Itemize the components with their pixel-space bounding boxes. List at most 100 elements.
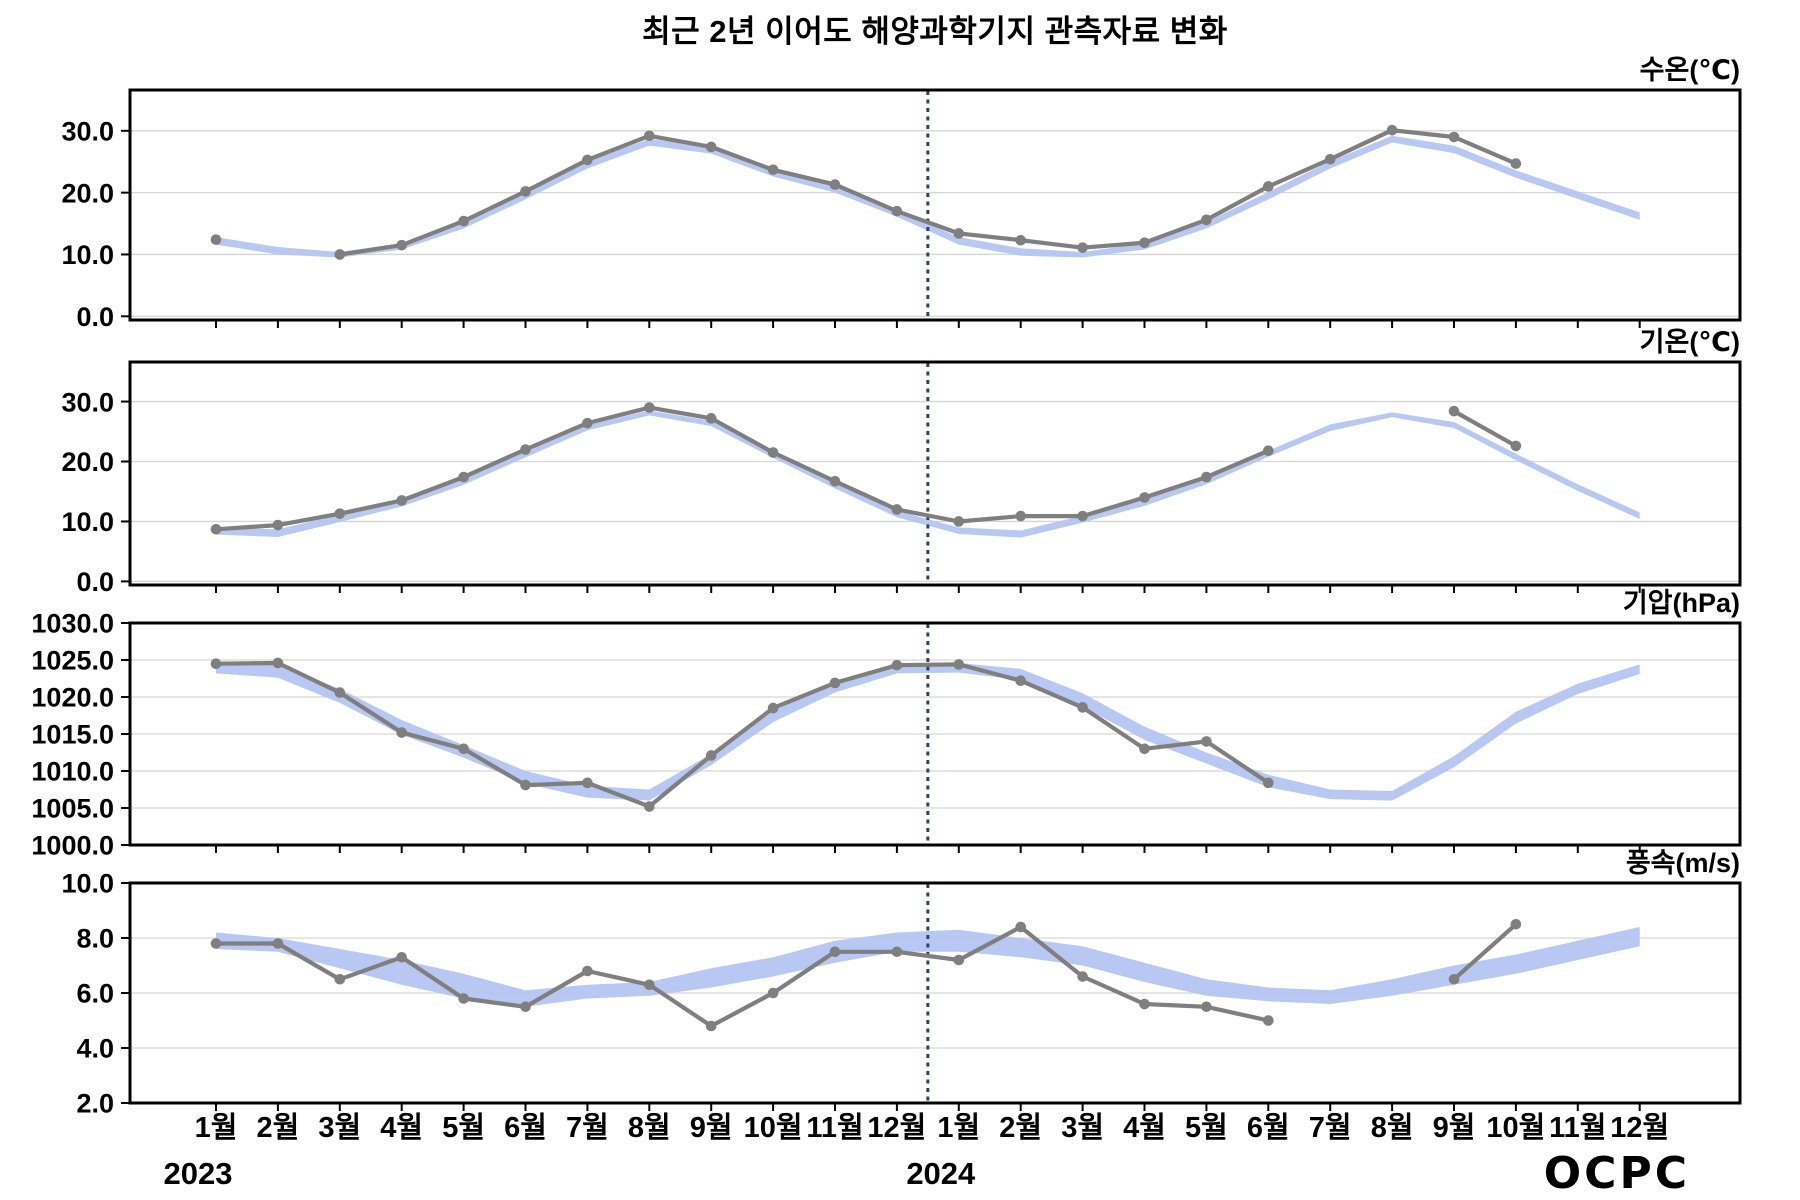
y-tick-label: 20.0 xyxy=(61,447,114,477)
observed-point xyxy=(210,523,222,535)
observed-point xyxy=(1077,510,1088,522)
observed-point xyxy=(520,779,531,791)
year-label: 2023 xyxy=(164,1156,233,1191)
month-label: 1월 xyxy=(937,1111,980,1144)
observed-point xyxy=(210,938,222,949)
y-tick-label: 6.0 xyxy=(76,979,114,1009)
month-label: 2월 xyxy=(256,1111,299,1144)
y-tick-label: 1005.0 xyxy=(31,794,114,824)
y-tick-label: 1025.0 xyxy=(31,646,114,676)
y-tick-label: 8.0 xyxy=(76,924,114,954)
y-tick-label: 10.0 xyxy=(61,507,114,537)
observed-point xyxy=(1263,1015,1274,1026)
observed-point xyxy=(1263,777,1274,789)
y-tick-label: 1030.0 xyxy=(31,609,114,639)
observed-point xyxy=(644,979,655,991)
observed-point xyxy=(1139,743,1150,755)
observed-point xyxy=(396,951,408,963)
panel-unit-label: 기온(℃) xyxy=(1640,327,1740,357)
month-label: 1월 xyxy=(195,1111,238,1144)
observed-point xyxy=(829,946,841,958)
y-tick-label: 0.0 xyxy=(76,302,114,332)
observed-point xyxy=(953,228,965,239)
y-tick-label: 2.0 xyxy=(76,1089,114,1119)
observed-point xyxy=(1510,158,1522,169)
observed-line xyxy=(213,660,1271,809)
observed-point xyxy=(1448,131,1460,143)
observed-point xyxy=(1077,242,1088,253)
ocpc-logo: OCPC xyxy=(1544,1148,1690,1199)
observed-point xyxy=(334,973,346,985)
observed-point xyxy=(582,965,593,977)
observed-point xyxy=(1201,214,1212,226)
observed-point xyxy=(1263,445,1274,457)
month-label: 12월 xyxy=(1610,1111,1669,1144)
panel-unit-label: 기압(hPa) xyxy=(1623,588,1740,618)
observed-point xyxy=(1139,998,1150,1010)
page-title: 최근 2년 이어도 해양과학기지 관측자료 변화 xyxy=(642,14,1228,49)
x-axis-labels: 1월 2월 3월 4월 5월 6월 7월 8월 9월 10월 11월 12월 1월 2월 3월 4월 5월 6월 7… xyxy=(164,1111,1670,1191)
month-label: 7월 xyxy=(566,1111,609,1144)
observed-point xyxy=(829,179,841,190)
observed-point xyxy=(767,987,779,999)
observed-point xyxy=(1015,510,1026,522)
panel-unit-label: 수온(℃) xyxy=(1640,55,1740,85)
observed-point xyxy=(705,750,717,761)
observed-point xyxy=(582,777,593,789)
y-tick-label: 30.0 xyxy=(61,117,114,147)
y-tick-label: 4.0 xyxy=(76,1034,114,1064)
observed-point xyxy=(582,417,593,429)
observed-line xyxy=(337,128,1518,257)
month-label: 11월 xyxy=(1549,1111,1606,1144)
y-tick-label: 20.0 xyxy=(61,178,114,208)
y-tick-label: 1020.0 xyxy=(31,683,114,713)
panel-frame xyxy=(128,88,1742,322)
observed-point xyxy=(1201,1001,1212,1013)
observed-point xyxy=(644,801,655,812)
month-label: 5월 xyxy=(1185,1111,1228,1144)
observed-point xyxy=(334,249,346,260)
month-label: 8월 xyxy=(628,1111,671,1144)
month-label: 12월 xyxy=(867,1111,926,1144)
observed-point xyxy=(1201,736,1212,747)
observed-point xyxy=(334,508,346,519)
panel-unit-label: 풍속(m/s) xyxy=(1626,848,1740,878)
month-label: 3월 xyxy=(318,1111,361,1144)
observed-point xyxy=(1139,237,1150,249)
observed-point xyxy=(891,659,903,671)
observed-point xyxy=(272,657,284,669)
observed-point xyxy=(953,954,965,966)
observed-point xyxy=(396,239,408,251)
observed-point xyxy=(396,495,408,506)
y-tick-label: 1015.0 xyxy=(31,720,114,750)
y-tick-label: 30.0 xyxy=(61,387,114,417)
observed-point xyxy=(644,130,655,142)
observed-line xyxy=(213,405,1518,532)
month-label: 10월 xyxy=(1486,1111,1545,1144)
observed-point xyxy=(458,743,469,755)
observed-point xyxy=(1015,234,1026,246)
month-label: 9월 xyxy=(690,1111,733,1144)
observed-point xyxy=(1015,675,1026,687)
panel-pressure: 1030.0 1025.0 1020.0 1015.0 1010.0 1005.0 1000… xyxy=(31,588,1742,861)
observed-point xyxy=(1077,971,1088,982)
y-tick-label: 1000.0 xyxy=(31,831,114,861)
panel-frame xyxy=(128,360,1742,587)
month-label: 4월 xyxy=(380,1111,423,1144)
month-label: 10월 xyxy=(744,1111,803,1144)
observed-point xyxy=(1510,440,1522,452)
month-label: 6월 xyxy=(504,1111,547,1144)
observed-point xyxy=(520,186,531,197)
observed-point xyxy=(210,234,222,245)
month-label: 8월 xyxy=(1371,1111,1414,1144)
observed-point xyxy=(767,702,779,714)
observed-point xyxy=(1386,124,1398,136)
y-tick-label: 10.0 xyxy=(61,240,114,270)
observed-point xyxy=(705,141,717,153)
observed-point xyxy=(458,993,469,1004)
observed-point xyxy=(1263,181,1274,192)
year-label: 2024 xyxy=(906,1156,976,1191)
observed-point xyxy=(1015,921,1026,933)
month-label: 5월 xyxy=(442,1111,485,1144)
panel-air-temp: 30.0 20.0 10.0 0.0 기온(℃) xyxy=(61,327,1742,597)
